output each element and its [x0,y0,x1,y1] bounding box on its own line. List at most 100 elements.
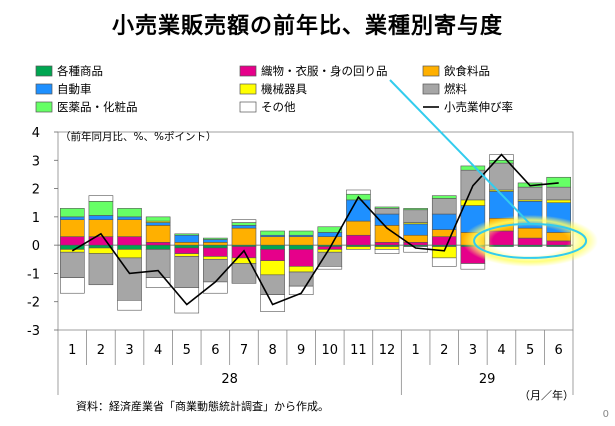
bar-segment [145,277,171,288]
x-tick-label: 4 [497,343,505,358]
bar-segment [174,242,200,246]
y-tick-label: 1 [32,211,40,226]
x-axis: 1 2 3 4 5 6 7 8 9 10 11 12 1 2 3 4 5 628 29 [57,330,574,395]
bar-segment [317,266,343,270]
legend-7-swatch [35,101,53,113]
bar-segment [174,247,200,254]
bar-segment [231,227,257,246]
bar-segment [117,257,142,301]
bar-segment [60,251,85,278]
bar-segment [117,244,142,250]
bar-segment [546,186,571,201]
bar-segment [145,222,171,226]
bar-segment [346,189,371,195]
bar-segment [145,242,171,246]
bar-segment [431,195,457,199]
y-tick-label: -3 [27,324,40,339]
bar-segment [317,226,343,233]
legend-8-swatch [239,101,257,113]
bar-segment [288,236,314,246]
bar-segment [145,225,171,243]
bar-segment [117,236,142,246]
x-tick-label: 3 [125,343,133,358]
bar-segment [403,209,428,223]
x-tick-label: 3 [469,343,477,358]
bar-segment [288,230,314,236]
bar-segment [317,249,343,253]
legend-1-swatch [35,65,53,77]
legend-3-label: 飲食料品 [444,64,490,78]
unit-note: （前年同月比、%、%ポイント） [60,131,217,143]
x-tick-label: 1 [411,343,419,358]
year-label: 28 [221,372,238,387]
bar-segment [203,242,228,246]
x-tick-label: 6 [211,343,219,358]
growth-line-group [71,153,559,306]
bar-segment [231,222,257,226]
bar-segment [60,277,85,294]
legend-5-swatch [239,83,257,95]
bar-segment [288,244,314,250]
bar-segment [231,225,257,229]
page-number: 0 [602,409,609,420]
bar-segment [431,246,457,259]
y-tick-label: 0 [32,239,40,254]
bar-segment [117,219,142,237]
x-tick-label: 5 [183,343,191,358]
bar-segment [60,208,85,218]
y-tick-label: -1 [27,267,40,282]
x-tick-label: 9 [297,343,305,358]
legend-4-label: 自動車 [57,82,92,96]
highlight-connector [389,79,531,225]
growth-line [71,153,559,306]
bar-segment [174,256,200,288]
bar-segment [288,249,314,267]
bar-segment [288,266,314,273]
bar-segment [431,198,457,215]
legend-2-label: 織物・衣服・身の回り品 [261,64,388,78]
bar-segment [174,253,200,257]
bar-segment [260,230,285,236]
bar-segment [460,263,486,270]
bar-segment [88,201,114,216]
year-label: 29 [479,372,496,387]
bar-segment [117,299,142,311]
chart-title: 小売業販売額の前年比、業種別寄与度 [111,14,503,39]
bar-segment [374,249,400,254]
bar-segment [546,176,571,188]
bar-segment [260,244,285,250]
x-tick-label: 4 [154,343,162,358]
bar-segment [60,236,85,246]
x-tick-label: 1 [68,343,76,358]
bar-segment [60,216,85,220]
bar-segment [145,216,171,222]
bar-segment [174,233,200,236]
bar-segment [203,258,228,283]
bar-segment [231,219,257,223]
bar-segment [431,213,457,230]
bar-segment [374,242,400,246]
bar-segment [88,215,114,220]
bar-segment [374,206,400,209]
x-tick-label: 6 [555,343,563,358]
legend-8-label: その他 [261,100,296,114]
bar-segment [288,285,314,295]
bar-segment [117,208,142,218]
bar-segment [88,195,114,202]
bar-segment [260,236,285,246]
legend-7-label: 医薬品・化粧品 [57,100,138,114]
bar-segment [403,208,428,211]
bar-segment [260,260,285,276]
bar-segment [346,220,371,236]
bar-segment [517,186,543,201]
y-axis: 4 3 2 1 0 -1 -2 -3 [27,126,58,339]
legend-6-swatch [422,83,440,95]
source-note: 資料：経済産業省「商業動態統計調査」から作成。 [76,400,329,413]
bar-segment [403,223,428,236]
bar-segment [460,165,486,171]
y-tick-label: 4 [32,126,40,141]
legend-6-label: 燃料 [444,82,467,96]
y-tick-label: 2 [32,183,40,198]
x-tick-label: 5 [526,343,534,358]
bar-segment [374,208,400,215]
